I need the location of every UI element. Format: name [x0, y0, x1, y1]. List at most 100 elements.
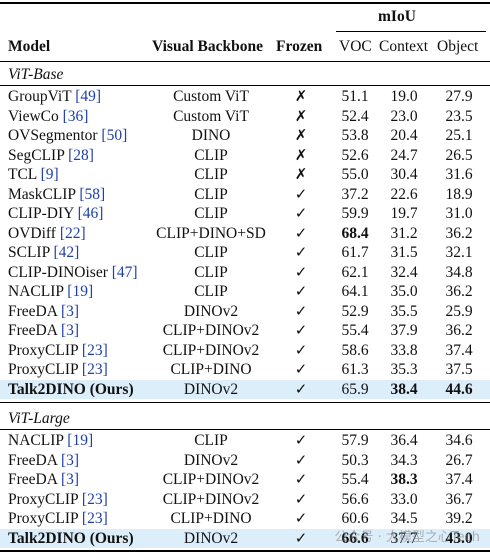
model-name-cell: NACLIP [19]: [8, 282, 93, 302]
model-name: NACLIP: [8, 283, 64, 300]
object-value: 44.6: [445, 380, 473, 398]
check-mark-icon: ✓: [294, 282, 308, 300]
model-name-cell: Talk2DINO (Ours): [8, 529, 134, 549]
voc-value: 55.0: [341, 166, 369, 183]
table-row: CLIP-DINOiser [47] CLIP ✓ 62.1 32.4 34.8: [0, 263, 490, 283]
citation-link[interactable]: [42]: [53, 244, 80, 261]
table-row: NACLIP [19] CLIP ✓ 57.9 36.4 34.6: [0, 431, 490, 451]
voc-value: 52.6: [341, 146, 369, 164]
model-name-cell: FreeDA [3]: [8, 302, 79, 322]
cross-mark-icon: ✗: [294, 87, 308, 105]
citation-link[interactable]: [47]: [111, 263, 138, 281]
table-row: FreeDA [3] CLIP+DINOv2 ✓ 55.4 37.9 36.2: [0, 321, 490, 341]
context-value: 35.0: [390, 283, 418, 300]
context-value: 37.7: [390, 529, 418, 547]
backbone-cell: CLIP: [194, 283, 228, 300]
check-mark-icon: ✓: [294, 340, 308, 359]
check-mark-icon: ✓: [294, 489, 308, 508]
backbone-cell: CLIP+DINO: [170, 510, 252, 527]
model-name: ProxyCLIP: [8, 361, 79, 378]
citation-link[interactable]: [19]: [67, 432, 94, 449]
table-row: ProxyCLIP [23] CLIP+DINOv2 ✓ 58.6 33.8 37.4: [0, 341, 490, 361]
citation-link[interactable]: [9]: [40, 166, 59, 183]
model-name: FreeDA: [8, 471, 58, 488]
object-value: 36.2: [445, 283, 473, 300]
model-name-cell: ViewCo [36]: [8, 107, 88, 127]
backbone-cell: CLIP: [194, 146, 228, 164]
cross-mark-icon: ✗: [294, 126, 308, 144]
backbone-cell: CLIP+DINOv2: [162, 490, 260, 508]
context-value: 19.7: [390, 205, 418, 222]
model-name: TCL: [8, 166, 37, 183]
context-value: 22.6: [390, 185, 418, 203]
citation-link[interactable]: [3]: [60, 322, 80, 339]
citation-link[interactable]: [36]: [62, 107, 89, 125]
backbone-cell: Custom ViT: [173, 88, 249, 105]
object-value: 25.9: [445, 302, 473, 320]
object-value: 18.9: [445, 185, 473, 203]
table-row: FreeDA [3] CLIP+DINOv2 ✓ 55.4 38.3 37.4: [0, 470, 490, 490]
cross-mark-icon: ✗: [294, 165, 308, 183]
citation-link[interactable]: [19]: [67, 283, 94, 300]
model-name: MaskCLIP: [8, 185, 76, 203]
object-value: 34.6: [445, 432, 473, 449]
citation-link[interactable]: [23]: [81, 490, 108, 508]
backbone-cell: CLIP+DINOv2: [162, 341, 260, 359]
citation-link[interactable]: [23]: [81, 510, 108, 527]
backbone-cell: Custom ViT: [173, 107, 249, 125]
context-value: 38.3: [390, 471, 418, 488]
object-value: 36.2: [445, 322, 473, 339]
voc-value: 65.9: [341, 380, 369, 398]
citation-link[interactable]: [23]: [81, 361, 108, 378]
table-row-ours: Talk2DINO (Ours) DINOv2 ✓ 66.6 37.7 43.0: [0, 528, 490, 549]
check-mark-icon: ✓: [294, 431, 308, 449]
voc-value: 58.6: [341, 341, 369, 359]
voc-value: 53.8: [341, 127, 369, 144]
check-mark-icon: ✓: [294, 321, 308, 339]
backbone-cell: CLIP: [194, 205, 228, 222]
model-name: FreeDA: [8, 302, 58, 320]
object-header: Object: [437, 38, 479, 55]
model-name-cell: TCL [9]: [8, 165, 59, 185]
object-value: 26.7: [445, 451, 473, 469]
voc-value: 66.6: [341, 529, 369, 547]
backbone-cell: DINO: [191, 127, 231, 144]
citation-link[interactable]: [23]: [81, 341, 108, 359]
watermark: 公众号 · 大模型之心Tech: [334, 530, 480, 545]
context-value: 36.4: [390, 432, 418, 449]
citation-link[interactable]: [22]: [59, 224, 86, 242]
backbone-cell: CLIP+DINO: [170, 361, 252, 378]
backbone-cell: CLIP: [194, 263, 228, 281]
model-name-cell: FreeDA [3]: [8, 321, 79, 341]
model-name: OVSegmentor: [8, 127, 98, 144]
model-name-cell: ProxyCLIP [23]: [8, 490, 108, 510]
citation-link[interactable]: [3]: [60, 451, 80, 469]
citation-link[interactable]: [3]: [60, 471, 80, 488]
model-name-cell: FreeDA [3]: [8, 470, 79, 490]
model-name: SCLIP: [8, 244, 50, 261]
citation-link[interactable]: [49]: [75, 88, 102, 105]
model-name-cell: FreeDA [3]: [8, 451, 79, 471]
context-value: 31.2: [390, 224, 418, 242]
backbone-cell: CLIP: [194, 185, 228, 203]
header-rule: [0, 61, 490, 62]
model-name: SegCLIP: [8, 146, 65, 164]
context-value: 33.8: [390, 341, 418, 359]
voc-value: 57.9: [341, 432, 369, 449]
citation-link[interactable]: [50]: [101, 127, 128, 144]
model-name: FreeDA: [8, 451, 58, 469]
citation-link[interactable]: [58]: [79, 185, 106, 203]
model-name: CLIP-DIY: [8, 205, 74, 222]
model-name: ProxyCLIP: [8, 490, 79, 508]
citation-link[interactable]: [28]: [68, 146, 94, 164]
object-value: 26.5: [445, 146, 473, 164]
citation-link[interactable]: [46]: [77, 205, 104, 222]
context-value: 35.3: [390, 361, 418, 378]
citation-link[interactable]: [3]: [60, 302, 80, 320]
table-row: NACLIP [19] CLIP ✓ 64.1 35.0 36.2: [0, 282, 490, 302]
model-name-cell: NACLIP [19]: [8, 431, 93, 451]
top-rule: [0, 2, 490, 4]
cross-mark-icon: ✗: [294, 145, 308, 164]
voc-value: 60.6: [341, 510, 369, 527]
check-mark-icon: ✓: [294, 262, 308, 281]
